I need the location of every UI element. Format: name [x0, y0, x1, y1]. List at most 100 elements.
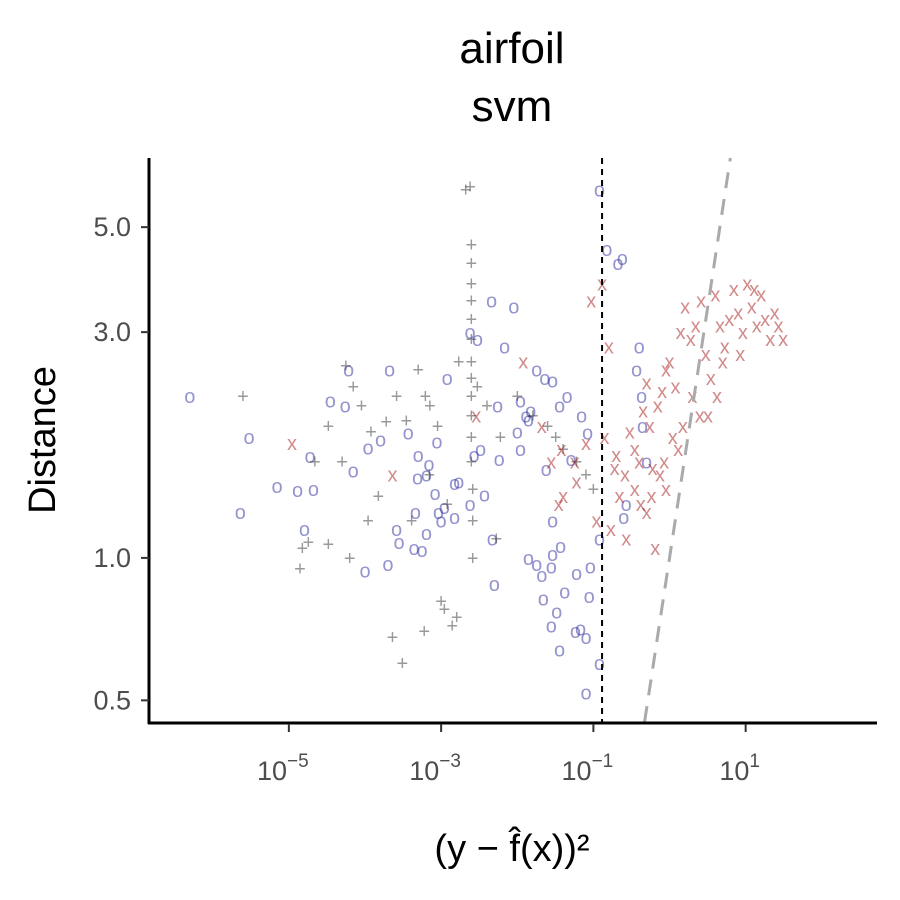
data-point: o — [561, 386, 572, 408]
data-point: + — [373, 486, 385, 508]
data-point: o — [308, 479, 319, 501]
data-point: o — [363, 438, 374, 460]
data-point: o — [416, 540, 427, 562]
data-point: x — [546, 451, 556, 473]
y-axis-ticks: 0.5 1.0 3.0 5.0 — [93, 212, 149, 715]
y-tick-label: 5.0 — [93, 212, 131, 242]
data-point: + — [466, 368, 478, 390]
data-point: + — [467, 479, 479, 501]
data-point: o — [340, 395, 351, 417]
data-point: o — [449, 507, 460, 529]
data-point: x — [630, 439, 640, 461]
data-point: x — [742, 274, 752, 296]
data-point: o — [413, 445, 424, 467]
data-point: o — [429, 483, 440, 505]
data-point: o — [421, 523, 432, 545]
y-tick-label: 3.0 — [93, 317, 131, 347]
data-point: x — [638, 400, 648, 422]
data-point: + — [347, 377, 359, 399]
data-point: o — [594, 653, 605, 675]
data-point: o — [436, 510, 447, 532]
data-point: o — [382, 554, 393, 576]
data-point: + — [580, 465, 592, 487]
data-point: o — [523, 410, 534, 432]
data-point: + — [481, 395, 493, 417]
data-point: o — [508, 296, 519, 318]
data-point: o — [384, 360, 395, 382]
identity-line — [643, 157, 732, 723]
data-point: x — [676, 322, 686, 344]
data-point: o — [631, 360, 642, 382]
data-point: o — [594, 528, 605, 550]
data-point: + — [397, 653, 409, 675]
data-point: o — [547, 544, 558, 566]
data-point: + — [423, 465, 435, 487]
data-point: x — [733, 303, 743, 325]
data-point: o — [536, 565, 547, 587]
data-point: o — [408, 538, 419, 560]
chart-title-line-1: airfoil — [459, 24, 564, 73]
data-point: o — [439, 497, 450, 519]
data-point: o — [637, 416, 648, 438]
data-point: o — [555, 536, 566, 558]
data-point: + — [401, 411, 413, 433]
data-point: x — [710, 285, 720, 307]
data-point: x — [630, 479, 640, 501]
data-point: + — [571, 451, 583, 473]
data-point: o — [442, 368, 453, 390]
data-point: x — [661, 360, 671, 382]
data-point: x — [471, 406, 481, 428]
data-point: x — [665, 352, 675, 374]
data-point: + — [412, 360, 424, 382]
data-point: x — [634, 451, 644, 473]
data-point: o — [449, 473, 460, 495]
data-point: x — [518, 352, 528, 374]
data-point: + — [406, 510, 418, 532]
data-point: x — [718, 352, 728, 374]
data-point: o — [584, 586, 595, 608]
data-point: o — [393, 532, 404, 554]
data-point: o — [576, 406, 587, 428]
data-point: o — [538, 589, 549, 611]
data-point: x — [636, 494, 646, 516]
reference-lines — [601, 157, 732, 723]
data-point: o — [235, 502, 246, 524]
data-point: o — [612, 253, 623, 275]
data-point: o — [520, 406, 531, 428]
data-point: o — [512, 422, 523, 444]
data-point: + — [446, 615, 458, 637]
data-point: x — [581, 433, 591, 455]
data-point: x — [570, 451, 580, 473]
data-point: x — [653, 395, 663, 417]
data-point: o — [531, 360, 542, 382]
data-point: + — [356, 395, 368, 417]
data-point: x — [712, 386, 722, 408]
data-point: o — [421, 465, 432, 487]
data-point: + — [336, 451, 348, 473]
x-tick-label: 10−3 — [409, 751, 461, 786]
data-point: o — [539, 368, 550, 390]
data-point: o — [325, 391, 336, 413]
data-point: x — [686, 329, 696, 351]
data-point: x — [715, 315, 725, 337]
data-point: o — [636, 386, 647, 408]
data-point: o — [580, 627, 591, 649]
data-point: x — [752, 315, 762, 337]
data-point: x — [659, 451, 669, 473]
data-point: + — [460, 180, 472, 202]
data-point: o — [494, 449, 505, 471]
data-point: x — [691, 315, 701, 337]
data-point: + — [432, 416, 444, 438]
chart-title-line-2: svm — [472, 82, 553, 131]
data-point: o — [292, 480, 303, 502]
data-point: + — [466, 234, 478, 256]
data-point: + — [340, 356, 352, 378]
data-point: x — [747, 296, 757, 318]
data-point: x — [625, 422, 635, 444]
data-point: o — [551, 602, 562, 624]
data-point: x — [695, 406, 705, 428]
data-point: + — [588, 479, 600, 501]
y-tick-label: 0.5 — [93, 685, 131, 715]
data-point: x — [703, 406, 713, 428]
